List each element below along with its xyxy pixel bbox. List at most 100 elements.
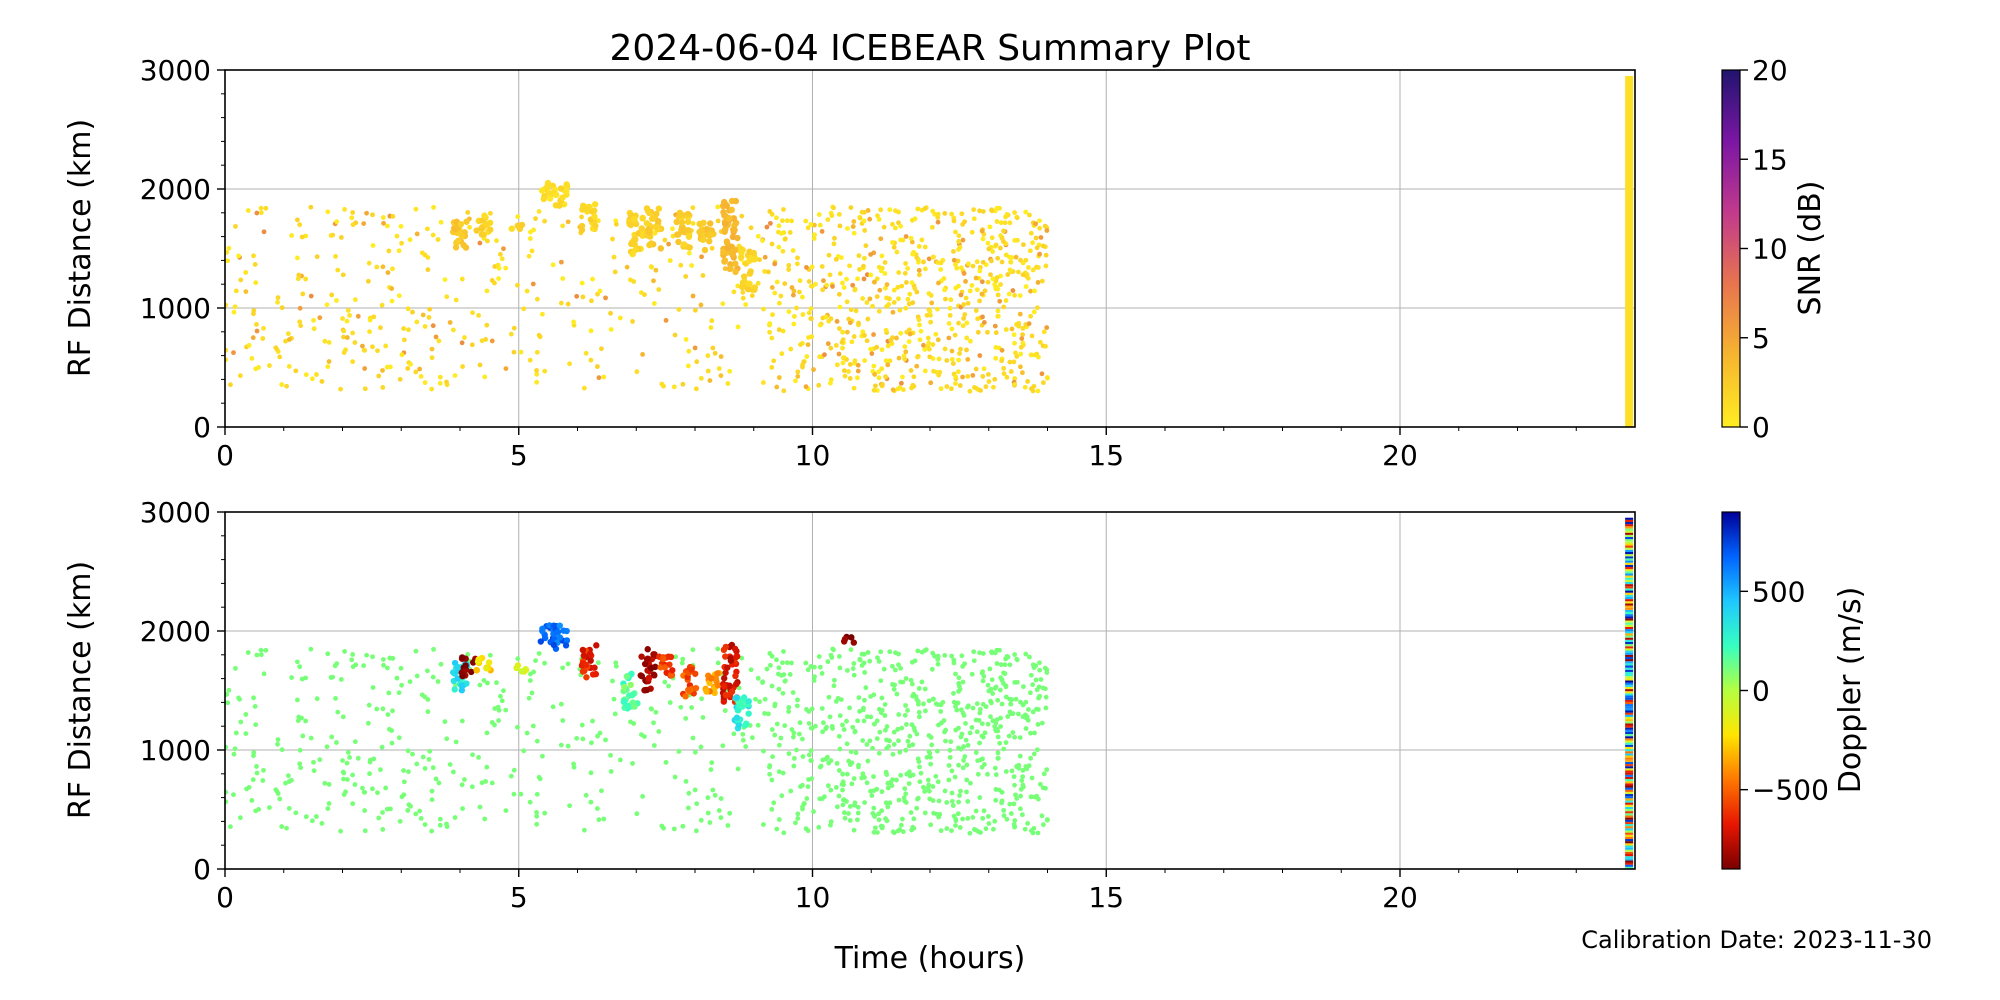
cluster-point <box>591 201 599 208</box>
scatter-point <box>589 740 594 746</box>
scatter-point <box>442 277 448 282</box>
scatter-point <box>277 354 283 360</box>
scatter-point <box>975 771 981 777</box>
scatter-point <box>314 254 320 260</box>
scatter-point <box>422 380 428 385</box>
scatter-point <box>905 738 911 744</box>
doppler-panel-frame <box>224 511 1636 870</box>
scatter-point <box>447 762 453 767</box>
scatter-point <box>817 354 823 360</box>
scatter-point <box>245 650 251 655</box>
scatter-point <box>842 815 848 821</box>
scatter-point <box>851 776 857 781</box>
scatter-point <box>979 733 985 739</box>
scatter-point <box>876 817 882 823</box>
end-of-day-band-segment <box>1625 712 1634 715</box>
scatter-point <box>827 714 833 720</box>
scatter-point <box>380 264 386 270</box>
scatter-point <box>362 828 368 834</box>
cluster-point <box>518 668 526 675</box>
scatter-point <box>720 301 726 307</box>
scatter-point <box>1027 654 1032 660</box>
scatter-point <box>518 349 524 355</box>
scatter-point <box>429 355 435 361</box>
cluster-point <box>629 250 636 258</box>
scatter-point <box>334 740 339 745</box>
scatter-point <box>898 679 904 685</box>
end-of-day-band-segment <box>1625 800 1634 803</box>
scatter-point <box>389 728 395 733</box>
scatter-point <box>876 706 882 712</box>
scatter-point <box>910 300 916 306</box>
scatter-point <box>989 235 995 241</box>
scatter-point <box>1019 778 1025 784</box>
end-of-day-band-segment <box>1625 725 1634 728</box>
scatter-point <box>986 821 992 826</box>
scatter-point <box>413 206 419 212</box>
snr-scatter-points <box>225 75 1634 427</box>
scatter-point <box>839 781 845 787</box>
scatter-point <box>861 276 867 282</box>
cluster-point <box>724 245 731 252</box>
scatter-point <box>335 267 341 273</box>
scatter-point <box>709 760 715 766</box>
snr-panel-grid <box>224 69 1635 428</box>
scatter-point <box>705 368 711 374</box>
scatter-point <box>956 283 961 289</box>
scatter-point <box>319 379 325 384</box>
scatter-point <box>897 749 903 755</box>
scatter-point <box>854 817 860 823</box>
scatter-point <box>1036 796 1041 802</box>
scatter-point <box>686 250 692 256</box>
cluster-point <box>721 675 728 682</box>
scatter-point <box>1037 693 1043 699</box>
scatter-point <box>322 338 328 344</box>
scatter-point <box>936 722 941 728</box>
scatter-point <box>1011 359 1017 365</box>
cluster-point <box>454 663 461 671</box>
scatter-point <box>1037 251 1043 257</box>
scatter-point <box>971 207 977 213</box>
scatter-point <box>935 219 941 225</box>
scatter-point <box>917 764 922 770</box>
scatter-point <box>550 262 556 268</box>
scatter-point <box>482 816 488 822</box>
scatter-point <box>1032 352 1038 358</box>
end-of-day-band-segment <box>1625 629 1634 632</box>
scatter-point <box>693 386 699 392</box>
scatter-point <box>1018 806 1023 812</box>
scatter-point <box>969 229 975 235</box>
scatter-point <box>938 267 944 272</box>
scatter-point <box>362 366 368 371</box>
end-of-day-band-segment <box>1625 749 1634 752</box>
scatter-point <box>534 371 540 377</box>
scatter-point <box>437 816 443 822</box>
scatter-point <box>1033 221 1039 227</box>
scatter-point <box>755 280 761 286</box>
scatter-point <box>317 315 323 321</box>
scatter-point <box>882 702 888 707</box>
end-of-day-band-segment <box>1625 564 1634 567</box>
scatter-point <box>610 678 615 684</box>
scatter-point <box>365 720 371 726</box>
end-of-day-band-segment <box>1625 579 1634 582</box>
end-of-day-band-segment <box>1625 845 1634 848</box>
scatter-point <box>1037 339 1043 345</box>
scatter-point <box>842 373 848 379</box>
scatter-point <box>558 742 564 748</box>
scatter-point <box>825 659 831 665</box>
scatter-point <box>793 378 798 384</box>
scatter-point <box>898 822 904 828</box>
scatter-point <box>661 825 666 831</box>
cluster-point <box>685 226 692 234</box>
scatter-point <box>960 374 965 380</box>
scatter-point <box>942 211 948 216</box>
scatter-point <box>985 682 991 688</box>
scatter-point <box>840 722 845 728</box>
scatter-point <box>844 299 850 305</box>
scatter-point <box>816 824 822 830</box>
scatter-point <box>757 257 762 263</box>
doppler-colorbar-bar <box>1721 511 1741 870</box>
scatter-point <box>225 700 231 706</box>
scatter-point <box>871 279 877 285</box>
